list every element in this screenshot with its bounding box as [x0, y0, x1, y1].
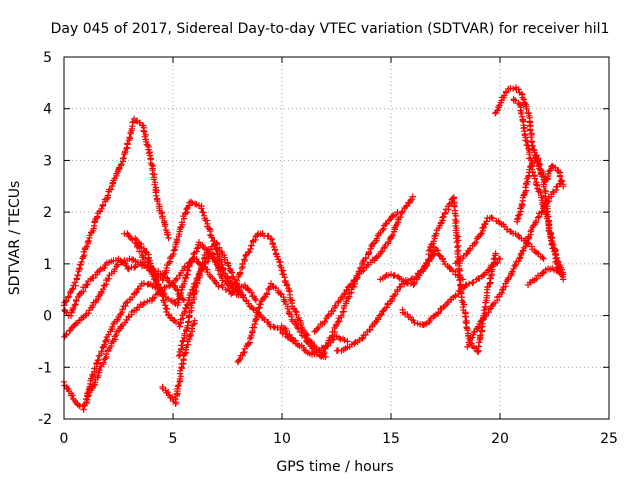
- y-axis-label: SDTVAR / TECUs: [7, 181, 23, 296]
- x-tick-label: 25: [600, 431, 618, 447]
- series-sat-v: [513, 152, 567, 283]
- series-sat-o: [377, 244, 467, 288]
- series-sat-w: [524, 265, 565, 289]
- series-sat-j: [227, 230, 329, 361]
- grid-layer: [64, 57, 609, 419]
- series-sat-m: [311, 193, 416, 335]
- y-tick-label: 1: [43, 257, 52, 273]
- series-markers: [82, 280, 164, 403]
- y-tick-label: 3: [43, 153, 52, 169]
- y-tick-label: 4: [43, 102, 52, 118]
- series-markers: [452, 214, 547, 267]
- series-markers: [311, 193, 416, 335]
- series-markers: [513, 152, 567, 283]
- series-markers: [377, 244, 467, 288]
- x-tick-label: 10: [273, 431, 291, 447]
- series-markers: [159, 317, 198, 407]
- y-tick-label: 5: [43, 50, 52, 66]
- x-tick-label: 0: [60, 431, 69, 447]
- series-markers: [227, 230, 329, 361]
- series-sat-p: [399, 255, 504, 329]
- series-sat-h: [159, 317, 198, 407]
- chart-title: Day 045 of 2017, Sidereal Day-to-day VTE…: [51, 21, 610, 37]
- series-sat-s: [464, 177, 565, 351]
- x-tick-label: 5: [169, 431, 178, 447]
- series-sat-r: [452, 214, 547, 267]
- x-tick-label: 15: [382, 431, 400, 447]
- x-tick-label: 20: [491, 431, 509, 447]
- plot-frame: [63, 56, 610, 420]
- series-sat-e: [82, 280, 164, 403]
- y-tick-label: -1: [38, 360, 52, 376]
- series-markers: [492, 84, 567, 190]
- y-tick-label: 2: [43, 205, 52, 221]
- series-markers: [464, 177, 565, 351]
- x-axis-label: GPS time / hours: [276, 459, 393, 475]
- y-tick-label: -2: [38, 412, 52, 428]
- series-markers: [399, 255, 504, 329]
- tick-layer: 0 5 10 15 20 25 -2 -1 0 1 2 3 4 5: [38, 50, 618, 447]
- data-layer: [60, 84, 567, 413]
- y-tick-label: 0: [43, 309, 52, 325]
- series-sat-t: [492, 84, 567, 190]
- series-markers: [524, 265, 565, 289]
